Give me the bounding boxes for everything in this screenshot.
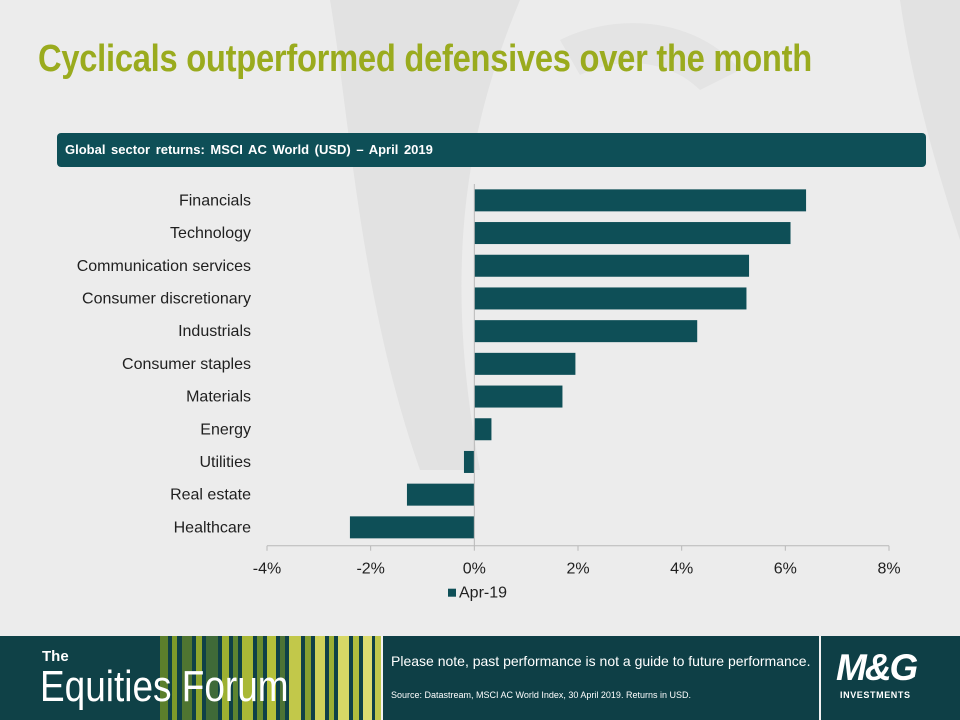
bar [474, 287, 747, 310]
category-label: Consumer staples [122, 356, 251, 373]
mg-logo: M&G INVESTMENTS [836, 646, 948, 700]
category-label: Utilities [199, 454, 251, 471]
logo-sub-text: INVESTMENTS [840, 690, 911, 700]
footer-divider [819, 636, 821, 720]
category-label: Technology [170, 225, 251, 242]
bar [463, 450, 475, 473]
chart-subtitle: Global sector returns: MSCI AC World (US… [65, 142, 433, 157]
category-label: Industrials [178, 323, 251, 340]
bar [474, 222, 791, 245]
legend-swatch [448, 588, 456, 597]
decorative-stripes [160, 636, 381, 720]
bar [474, 254, 750, 277]
x-tick-label: 2% [566, 561, 589, 578]
page-title: Cyclicals outperformed defensives over t… [38, 38, 812, 80]
x-tick-label: 6% [774, 561, 797, 578]
source-note: Source: Datastream, MSCI AC World Index,… [391, 690, 691, 700]
category-label: Real estate [170, 487, 251, 504]
x-tick-label: -2% [356, 561, 384, 578]
footer-divider [381, 636, 383, 720]
sector-returns-chart: Financials Technology Communication servic… [77, 184, 901, 602]
bar [406, 483, 475, 506]
category-label: Energy [200, 421, 251, 438]
category-label: Consumer discretionary [82, 290, 251, 307]
footer: The Equities Forum Please note, past per… [0, 636, 960, 720]
logo-main-text: M&G [836, 647, 918, 688]
bar [474, 320, 698, 343]
category-label: Financials [179, 192, 251, 209]
performance-note: Please note, past performance is not a g… [391, 653, 811, 669]
chart-subtitle-bar: Global sector returns: MSCI AC World (US… [57, 133, 926, 167]
bar [474, 385, 563, 408]
bar [474, 418, 492, 441]
bar [474, 352, 576, 375]
background-decoration [0, 0, 960, 636]
legend-label: Apr-19 [459, 585, 507, 602]
category-label: Materials [186, 389, 251, 406]
x-tick-label: 4% [670, 561, 693, 578]
forum-the-label: The [42, 648, 69, 665]
equities-forum-panel: The Equities Forum [0, 636, 381, 720]
x-tick-label: 8% [877, 561, 900, 578]
forum-name: Equities Forum [40, 662, 289, 711]
x-tick-label: -4% [253, 561, 281, 578]
category-label: Communication services [77, 258, 251, 275]
category-label: Healthcare [174, 519, 251, 536]
bar [474, 189, 807, 212]
x-tick-label: 0% [463, 561, 486, 578]
bar [349, 516, 475, 539]
